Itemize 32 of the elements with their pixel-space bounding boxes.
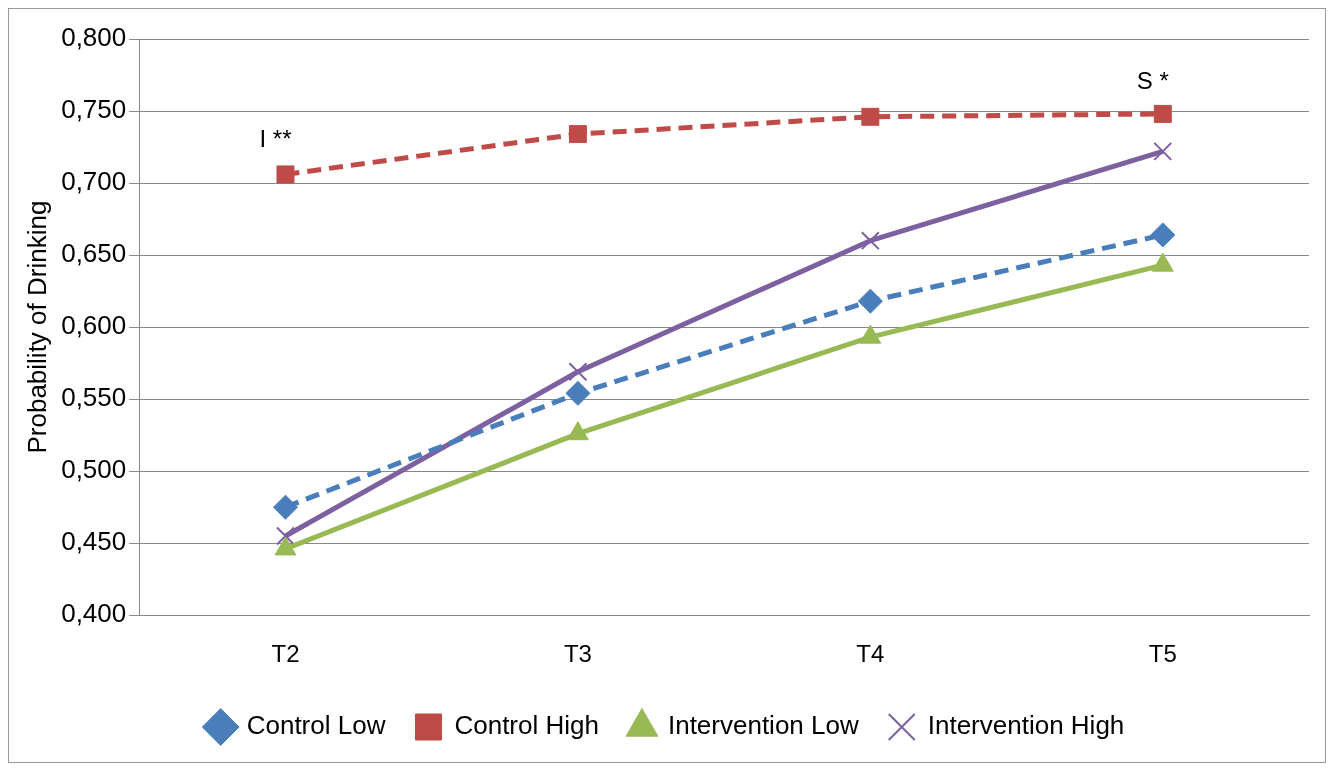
point	[1153, 104, 1172, 123]
y-tick-label: 0,700	[61, 166, 127, 197]
y-tick-label: 0,500	[61, 454, 127, 485]
point	[1150, 222, 1176, 248]
point	[860, 231, 880, 251]
annotation: I **	[259, 125, 292, 153]
annotation: S *	[1136, 66, 1169, 94]
y-tick-label: 0,400	[61, 598, 127, 629]
point	[568, 125, 587, 144]
point	[1153, 141, 1173, 161]
point	[857, 288, 883, 314]
x-tick-label: T4	[856, 640, 885, 668]
x-tick-label: T2	[271, 640, 300, 668]
y-tick-label: 0,450	[61, 526, 127, 557]
legend-label: Control High	[454, 710, 599, 741]
point	[276, 165, 295, 184]
y-tick-label: 0,600	[61, 310, 127, 341]
point	[568, 362, 588, 382]
point	[272, 494, 298, 520]
y-tick-label: 0,800	[61, 22, 127, 53]
y-tick-label: 0,550	[61, 382, 127, 413]
x-tick-label: T5	[1148, 640, 1177, 668]
x-tick-label: T3	[563, 640, 592, 668]
point	[276, 526, 295, 546]
y-tick-label: 0,750	[61, 94, 127, 125]
point	[861, 107, 880, 126]
y-tick-label: 0,650	[61, 238, 127, 269]
legend-label: Control Low	[246, 710, 386, 741]
legend-label: Intervention Low	[667, 710, 859, 741]
legend-label: Intervention High	[927, 710, 1125, 741]
point	[565, 380, 591, 406]
y-axis-title: Probability of Drinking	[21, 200, 52, 454]
